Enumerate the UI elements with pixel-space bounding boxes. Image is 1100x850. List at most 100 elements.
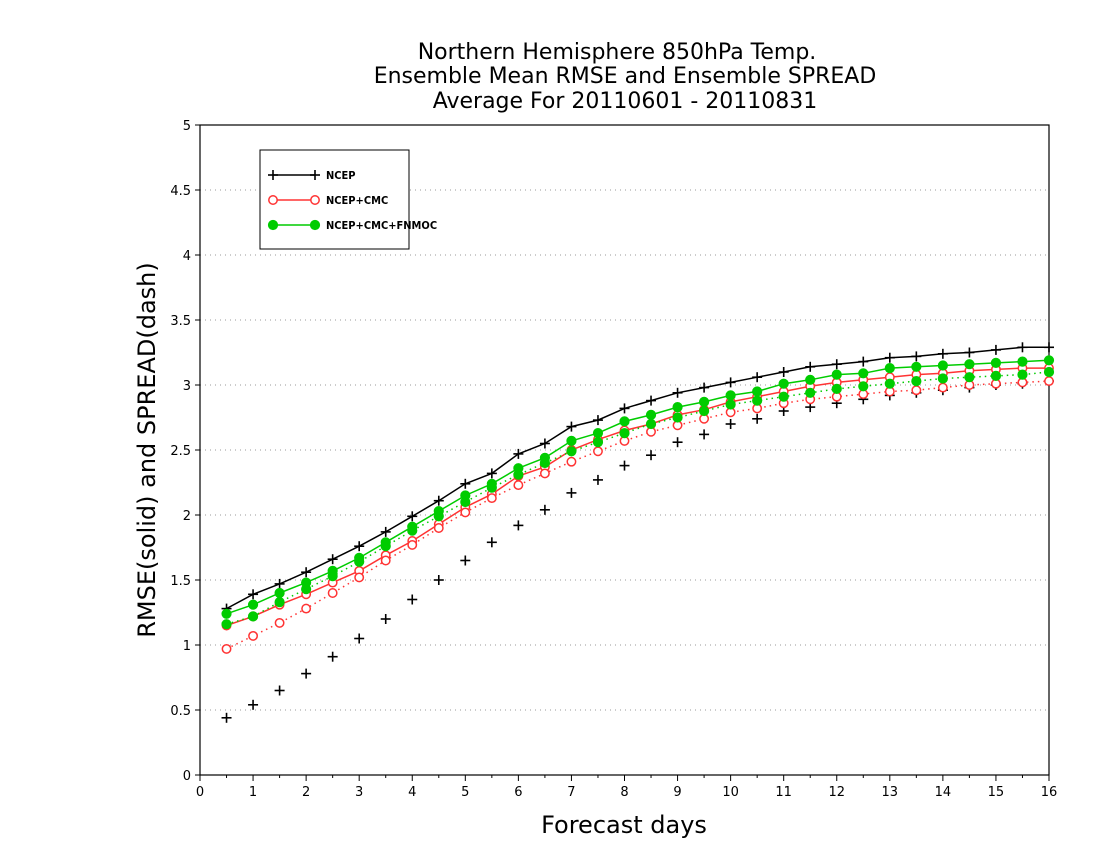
spread-point-ncep-cmc-fnmoc bbox=[831, 383, 842, 394]
spread-point-ncep-cmc bbox=[593, 446, 603, 457]
y-tick-label: 0.5 bbox=[170, 704, 191, 719]
legend-marker-end bbox=[310, 170, 320, 180]
x-tick-label: 10 bbox=[722, 785, 739, 800]
spread-point-ncep-cmc-fnmoc bbox=[592, 437, 604, 448]
spread-point-ncep-cmc-fnmoc bbox=[566, 446, 577, 457]
x-tick-label: 11 bbox=[775, 785, 792, 800]
spread-point-ncep bbox=[380, 614, 391, 624]
rmse-point-ncep bbox=[539, 438, 550, 449]
x-tick-label: 0 bbox=[196, 785, 204, 800]
y-axis-ticks: 0 0.5 1 1.5 2 2.5 3 3.5 4 4.5 5 bbox=[170, 119, 200, 784]
rmse-point-ncep-cmc-fnmoc bbox=[1043, 355, 1055, 366]
rmse-point-ncep bbox=[805, 361, 816, 372]
x-tick-label: 7 bbox=[567, 785, 575, 800]
rmse-point-ncep-cmc-fnmoc bbox=[221, 608, 232, 619]
rmse-point-ncep-cmc-fnmoc bbox=[858, 368, 869, 379]
spread-point-ncep bbox=[460, 555, 471, 566]
legend-marker-start bbox=[268, 195, 278, 205]
x-tick-label: 1 bbox=[249, 785, 257, 800]
spread-point-ncep bbox=[301, 668, 312, 679]
spread-point-ncep-cmc-fnmoc bbox=[645, 418, 657, 430]
x-tick-label: 13 bbox=[882, 785, 899, 800]
rmse-point-ncep bbox=[301, 567, 312, 578]
spread-point-ncep-cmc-fnmoc bbox=[433, 511, 444, 522]
x-tick-label: 4 bbox=[408, 785, 416, 800]
spread-point-ncep-cmc-fnmoc bbox=[672, 412, 683, 423]
rmse-point-ncep bbox=[1017, 342, 1028, 353]
rmse-point-ncep bbox=[619, 403, 630, 414]
series-layer bbox=[221, 342, 1055, 723]
legend-item-ncep-cmc-fnmoc: NCEP+CMC+FNMOC bbox=[267, 219, 437, 232]
spread-point-ncep bbox=[486, 537, 497, 548]
spread-point-ncep-cmc bbox=[327, 588, 338, 598]
spread-point-ncep-cmc bbox=[380, 555, 391, 566]
spread-point-ncep-cmc bbox=[248, 630, 259, 641]
rmse-point-ncep-cmc-fnmoc bbox=[698, 396, 710, 407]
x-tick-label: 14 bbox=[935, 785, 952, 800]
y-tick-label: 4 bbox=[183, 249, 191, 264]
rmse-point-ncep bbox=[274, 578, 285, 589]
rmse-point-ncep bbox=[699, 382, 710, 393]
rmse-point-ncep-cmc-fnmoc bbox=[645, 409, 657, 420]
rmse-point-ncep bbox=[831, 359, 842, 370]
rmse-point-ncep-cmc-fnmoc bbox=[592, 428, 604, 439]
rmse-point-ncep-cmc-fnmoc bbox=[831, 369, 842, 380]
series-ncep-cmc-fnmoc bbox=[221, 355, 1055, 630]
chart-title: Northern Hemisphere 850hPa Temp. Ensembl… bbox=[374, 40, 877, 114]
spread-point-ncep bbox=[539, 504, 550, 515]
rmse-point-ncep-cmc-fnmoc bbox=[725, 390, 736, 401]
rmse-point-ncep bbox=[964, 347, 975, 358]
legend-marker-start bbox=[267, 219, 279, 231]
rmse-point-ncep bbox=[725, 377, 736, 388]
spread-point-ncep-cmc-fnmoc bbox=[1043, 366, 1055, 378]
y-tick-label: 2 bbox=[183, 509, 191, 524]
x-tick-label: 16 bbox=[1041, 785, 1058, 800]
spread-point-ncep bbox=[354, 633, 365, 644]
rmse-point-ncep-cmc-fnmoc bbox=[1017, 356, 1028, 367]
x-tick-label: 5 bbox=[461, 785, 469, 800]
spread-point-ncep-cmc bbox=[539, 468, 550, 479]
rmse-point-ncep-cmc-fnmoc bbox=[884, 363, 895, 374]
spread-line-ncep-cmc-fnmoc bbox=[226, 371, 1050, 625]
spread-point-ncep-cmc-fnmoc bbox=[805, 387, 816, 398]
spread-point-ncep-cmc bbox=[274, 617, 285, 628]
spread-point-ncep-cmc-fnmoc bbox=[513, 469, 524, 480]
rmse-point-ncep bbox=[646, 395, 657, 406]
spread-point-ncep-cmc-fnmoc bbox=[407, 525, 418, 536]
rmse-point-ncep-cmc-fnmoc bbox=[247, 599, 259, 610]
y-tick-label: 1 bbox=[183, 639, 191, 654]
rmse-point-ncep bbox=[566, 421, 577, 432]
rmse-point-ncep-cmc-fnmoc bbox=[274, 587, 285, 599]
spread-point-ncep bbox=[248, 699, 259, 710]
rmse-point-ncep bbox=[1044, 342, 1054, 353]
spread-point-ncep bbox=[433, 575, 444, 585]
spread-point-ncep bbox=[672, 437, 683, 448]
spread-point-ncep-cmc bbox=[407, 539, 418, 550]
spread-point-ncep-cmc-fnmoc bbox=[274, 597, 285, 608]
rmse-point-ncep bbox=[752, 372, 763, 383]
spread-point-ncep-cmc bbox=[911, 385, 922, 396]
rmse-point-ncep-cmc-fnmoc bbox=[566, 435, 577, 446]
series-ncep bbox=[221, 342, 1054, 723]
spread-point-ncep-cmc-fnmoc bbox=[725, 399, 736, 410]
spread-point-ncep-cmc-fnmoc bbox=[752, 395, 763, 406]
y-tick-label: 3.5 bbox=[170, 314, 191, 329]
y-tick-label: 5 bbox=[183, 119, 191, 134]
legend-label: NCEP+CMC+FNMOC bbox=[326, 219, 437, 232]
spread-point-ncep bbox=[725, 419, 736, 429]
spread-point-ncep bbox=[513, 520, 524, 531]
rmse-point-ncep bbox=[911, 351, 922, 362]
legend-label: NCEP+CMC bbox=[326, 194, 388, 207]
spread-point-ncep-cmc bbox=[460, 507, 471, 518]
spread-point-ncep-cmc bbox=[221, 643, 232, 654]
y-tick-label: 0 bbox=[183, 769, 191, 784]
rmse-point-ncep-cmc-fnmoc bbox=[990, 357, 1002, 368]
spread-point-ncep-cmc-fnmoc bbox=[221, 619, 232, 630]
spread-point-ncep bbox=[646, 450, 657, 461]
x-axis-ticks: 0 1 2 3 4 5 6 7 8 9 10 11 12 13 14 15 16 bbox=[196, 775, 1057, 800]
spread-point-ncep-cmc-fnmoc bbox=[247, 611, 259, 622]
spread-point-ncep-cmc bbox=[354, 572, 365, 583]
rmse-point-ncep bbox=[778, 367, 789, 377]
legend-item-ncep-cmc: NCEP+CMC bbox=[268, 194, 388, 207]
